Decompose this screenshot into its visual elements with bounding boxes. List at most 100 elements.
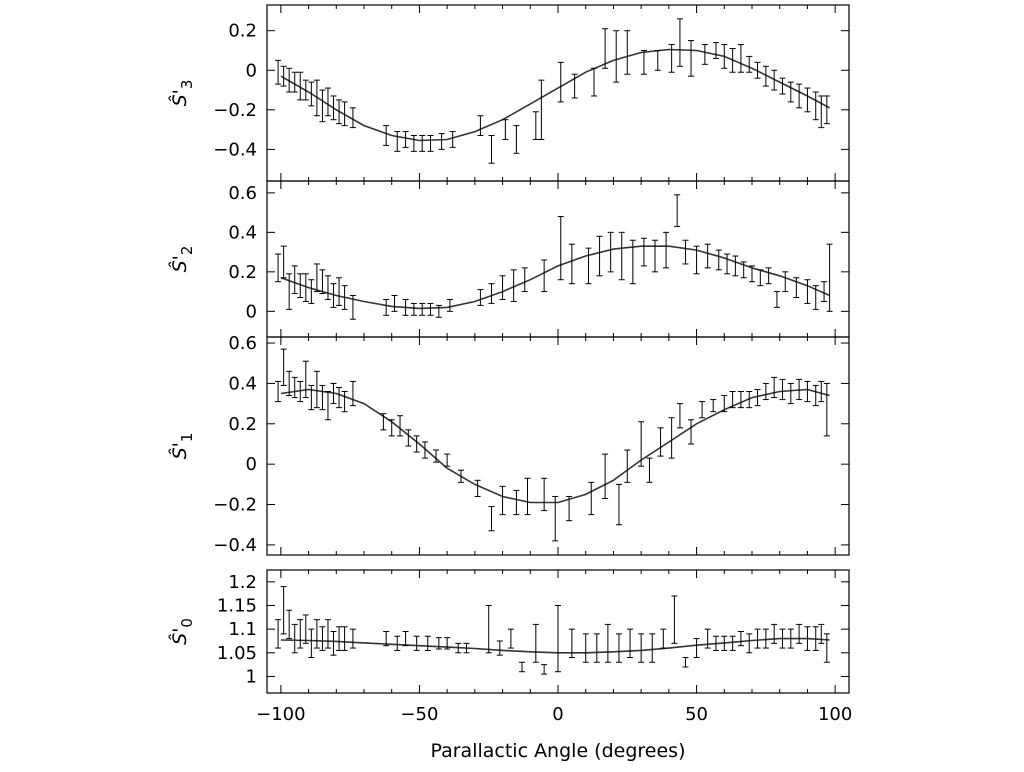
data-point [286, 370, 293, 397]
data-point [602, 28, 609, 69]
x-tick-label: −50 [400, 704, 438, 725]
data-point [541, 477, 548, 512]
data-point [402, 298, 409, 316]
data-point [604, 623, 611, 663]
data-point [779, 628, 786, 649]
data-point [291, 376, 298, 399]
y-tick-label: 1.05 [217, 643, 257, 664]
data-point [682, 657, 689, 668]
data-point [499, 275, 506, 300]
data-point [754, 628, 761, 649]
panel-frame [266, 4, 850, 182]
data-point [710, 399, 717, 413]
data-point [804, 279, 811, 304]
data-point [787, 382, 794, 405]
data-point [729, 391, 736, 409]
data-point [818, 623, 825, 644]
data-point [640, 237, 647, 267]
data-point [319, 269, 326, 295]
data-point [455, 642, 462, 654]
data-point [518, 661, 525, 673]
data-point [313, 263, 320, 293]
data-point [275, 59, 282, 85]
data-point [286, 609, 293, 640]
data-point [552, 495, 559, 542]
data-point [663, 231, 670, 269]
data-point [458, 469, 464, 483]
data-point [804, 380, 811, 403]
data-point [640, 49, 647, 75]
data-point [313, 79, 320, 117]
data-point [615, 483, 622, 526]
data-point [394, 635, 401, 651]
data-point [349, 107, 356, 129]
data-point [435, 637, 442, 650]
data-point [749, 265, 755, 283]
data-point [477, 289, 484, 306]
data-point [538, 79, 545, 140]
data-point [796, 378, 803, 401]
model-curve [280, 48, 830, 142]
data-point [502, 119, 509, 140]
data-point [308, 628, 315, 659]
data-point [336, 626, 343, 651]
data-point [413, 635, 420, 651]
data-point [746, 391, 753, 409]
data-point [410, 302, 417, 316]
panel-1: 0 0.2 0.4 0.6 Ŝ'2 [167, 180, 850, 338]
data-point [341, 101, 348, 127]
data-point [649, 633, 656, 663]
data-point [485, 604, 492, 654]
data-point [496, 640, 503, 656]
data-point [721, 635, 728, 651]
data-point [313, 370, 320, 409]
y-axis-label: Ŝ'0 [167, 618, 196, 645]
data-point [591, 67, 598, 97]
y-tick-label: 0.4 [228, 373, 257, 394]
data-point [557, 61, 564, 103]
data-point [349, 628, 356, 649]
data-point [446, 298, 453, 312]
data-point [782, 271, 789, 293]
data-point [682, 239, 689, 265]
data-point [596, 235, 603, 277]
data-point [582, 633, 589, 663]
data-point [435, 304, 442, 318]
data-point [701, 44, 708, 65]
data-point [729, 48, 736, 73]
data-point [507, 628, 514, 649]
data-point [693, 245, 700, 275]
data-point [593, 633, 600, 663]
data-point [568, 243, 575, 285]
data-point [341, 391, 348, 413]
y-tick-label: 0.6 [228, 333, 257, 354]
data-point [773, 291, 780, 308]
data-point [405, 429, 412, 447]
data-point [668, 417, 675, 459]
data-point [588, 481, 595, 516]
data-point [624, 449, 631, 483]
data-point [771, 623, 778, 644]
data-point [330, 631, 337, 656]
data-point [688, 40, 695, 77]
data-point [275, 380, 282, 403]
x-axis-label: Parallactic Angle (degrees) [431, 740, 686, 762]
data-point [676, 403, 683, 429]
data-point [660, 628, 667, 649]
data-point [474, 479, 481, 497]
data-point [302, 614, 309, 644]
data-point [638, 633, 645, 663]
y-tick-label: 0.6 [228, 183, 257, 204]
data-point [693, 638, 700, 659]
data-point [615, 633, 622, 663]
data-point [765, 267, 772, 285]
data-point [438, 133, 445, 150]
panel-frame [266, 180, 850, 338]
data-point [627, 628, 634, 659]
data-point [383, 125, 390, 146]
data-point [566, 495, 573, 522]
data-point [330, 382, 337, 405]
y-tick-label: 1.2 [228, 572, 257, 593]
y-tick-label: 0.2 [228, 414, 257, 435]
data-point [712, 635, 719, 651]
